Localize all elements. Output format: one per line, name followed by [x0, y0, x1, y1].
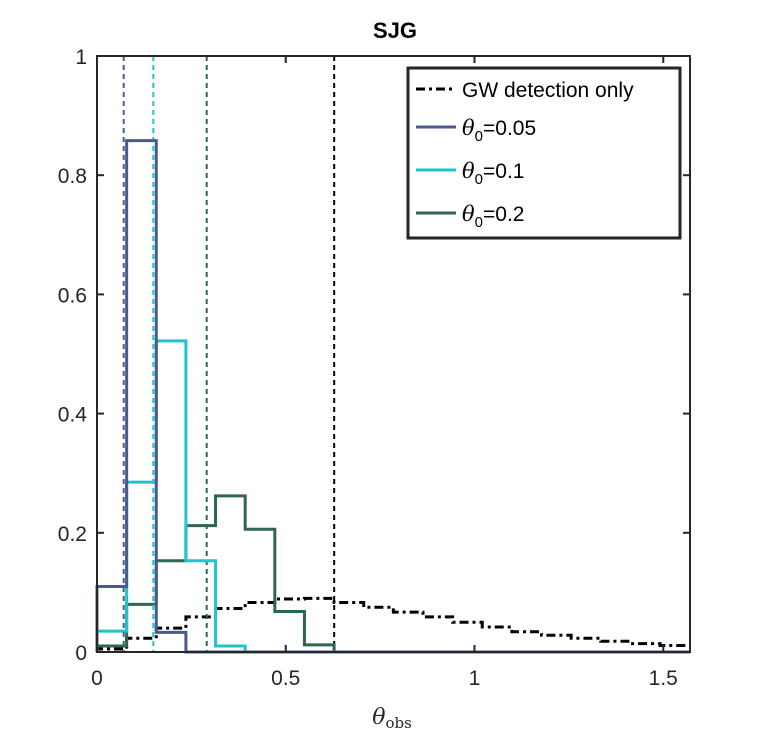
legend: GW detection only θ0=0.05 θ0=0.1 θ0=0.2 — [406, 66, 682, 240]
legend-label-theta-0-1: θ0=0.1 — [462, 159, 524, 188]
x-tick-label: 0.5 — [271, 667, 300, 690]
axes-box — [96, 55, 691, 653]
legend-symbol-theta: θ — [462, 116, 475, 140]
legend-subscript: 0 — [475, 171, 483, 188]
y-tick-label: 0 — [75, 642, 87, 665]
legend-label-theta-0-05: θ0=0.05 — [462, 116, 536, 145]
x-tick-label: 1 — [469, 667, 481, 690]
y-tick-label: 0.4 — [58, 404, 88, 427]
x-axis-label-symbol: θ — [372, 705, 385, 730]
legend-value: =0.1 — [483, 160, 524, 183]
legend-label-gw-detection: GW detection only — [462, 79, 634, 102]
x-tick-label: 1.5 — [649, 667, 678, 690]
legend-value: =0.05 — [483, 117, 536, 140]
tick-layer: 0 0.5 1 1.5 0 0.2 0.4 0.6 0.8 1 — [58, 46, 690, 690]
legend-symbol-theta: θ — [462, 202, 475, 226]
legend-value: =0.2 — [483, 203, 524, 226]
histogram-series-0 — [95, 596, 690, 652]
legend-subscript: 0 — [475, 214, 483, 231]
legend-symbol-theta: θ — [462, 159, 475, 183]
y-tick-label: 0.8 — [58, 165, 87, 188]
legend-label-theta-0-2: θ0=0.2 — [462, 202, 524, 231]
x-axis-label: θobs — [372, 705, 412, 732]
legend-subscript: 0 — [475, 128, 483, 145]
chart-title: SJG — [373, 18, 417, 43]
x-tick-label: 0 — [91, 667, 103, 690]
y-tick-label: 1 — [75, 46, 87, 69]
y-tick-label: 0.2 — [58, 523, 87, 546]
y-tick-label: 0.6 — [58, 284, 87, 307]
x-axis-label-subscript: obs — [385, 714, 411, 732]
legend-box — [406, 66, 682, 240]
